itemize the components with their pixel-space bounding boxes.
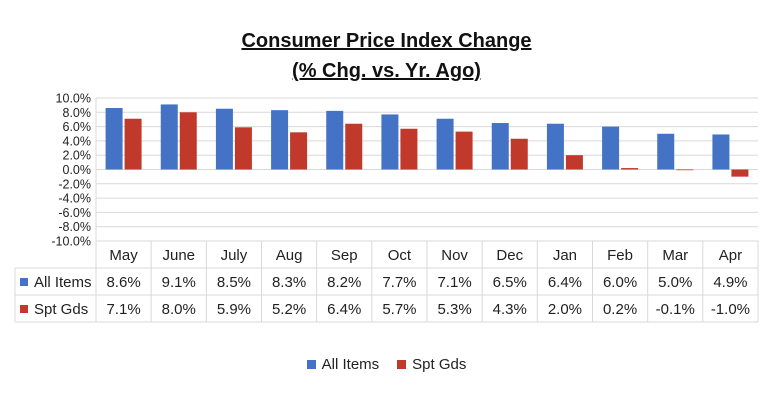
data-label: 5.0%	[658, 274, 692, 291]
y-tick-label: 2.0%	[63, 149, 92, 163]
bar-all-items	[215, 108, 233, 170]
legend-item-all-items: All Items	[306, 356, 380, 373]
x-tick-label: Mar	[662, 247, 688, 264]
data-label: 6.4%	[327, 301, 361, 318]
legend-swatch-all-items	[306, 360, 316, 369]
x-tick-label: Jan	[553, 247, 577, 264]
y-tick-label: 4.0%	[63, 134, 92, 148]
table-row-label: Spt Gds	[34, 301, 88, 318]
x-tick-label: Apr	[719, 247, 742, 264]
y-tick-label: -4.0%	[58, 192, 91, 206]
bar-spt-gds	[234, 127, 252, 170]
data-label: 0.2%	[603, 301, 637, 318]
x-tick-label: Nov	[441, 247, 468, 264]
chart-title: Consumer Price Index Change	[241, 30, 532, 52]
y-tick-label: -2.0%	[58, 177, 91, 191]
table-legend-key	[20, 305, 28, 313]
bar-spt-gds	[676, 169, 694, 171]
legend: All Items Spt Gds	[0, 356, 773, 373]
y-tick-label: 10.0%	[56, 92, 91, 106]
data-label: 4.3%	[493, 301, 527, 318]
data-label: 9.1%	[162, 274, 196, 291]
data-label: 6.5%	[493, 274, 527, 291]
bar-all-items	[271, 110, 289, 170]
data-label: 5.2%	[272, 301, 306, 318]
bar-all-items	[546, 123, 564, 170]
data-label: 7.7%	[382, 274, 416, 291]
x-tick-label: Oct	[388, 247, 412, 264]
bar-all-items	[602, 126, 620, 170]
x-tick-label: Sep	[331, 247, 358, 264]
data-label: 8.0%	[162, 301, 196, 318]
y-tick-label: -8.0%	[58, 220, 91, 234]
y-tick-label: -10.0%	[51, 235, 91, 249]
data-label: 5.3%	[437, 301, 471, 318]
y-tick-label: 6.0%	[63, 120, 92, 134]
bar-spt-gds	[400, 128, 418, 170]
y-tick-label: 8.0%	[63, 106, 92, 120]
x-tick-label: July	[221, 247, 248, 264]
bar-spt-gds	[124, 118, 142, 170]
bar-all-items	[657, 133, 675, 170]
legend-item-spt-gds: Spt Gds	[397, 356, 466, 373]
data-label: -1.0%	[711, 301, 750, 318]
x-tick-label: June	[162, 247, 195, 264]
bar-all-items	[491, 123, 509, 170]
bar-spt-gds	[290, 132, 308, 170]
legend-label-all-items: All Items	[321, 356, 380, 373]
data-label: 8.5%	[217, 274, 251, 291]
legend-label-spt-gds: Spt Gds	[412, 356, 467, 373]
data-label: 8.6%	[106, 274, 140, 291]
bar-spt-gds	[510, 138, 528, 170]
x-tick-label: Feb	[607, 247, 633, 264]
bar-spt-gds	[621, 168, 639, 170]
bar-spt-gds	[731, 169, 749, 177]
x-tick-label: Dec	[496, 247, 523, 264]
bar-all-items	[160, 104, 178, 170]
y-tick-label: -6.0%	[58, 206, 91, 220]
bar-all-items	[105, 108, 123, 170]
data-label: 5.9%	[217, 301, 251, 318]
data-label: 7.1%	[437, 274, 471, 291]
bar-spt-gds	[455, 131, 473, 170]
bar-all-items	[436, 118, 454, 170]
data-label: 7.1%	[106, 301, 140, 318]
bar-all-items	[381, 114, 399, 170]
bar-all-items	[326, 110, 344, 170]
x-tick-label: May	[109, 247, 138, 264]
chart-subtitle: (% Chg. vs. Yr. Ago)	[292, 60, 481, 82]
data-label: -0.1%	[656, 301, 695, 318]
data-label: 5.7%	[382, 301, 416, 318]
bar-spt-gds	[565, 155, 583, 170]
data-label: 8.2%	[327, 274, 361, 291]
data-label: 6.0%	[603, 274, 637, 291]
bar-spt-gds	[179, 112, 197, 170]
table-row-label: All Items	[34, 274, 92, 291]
data-label: 2.0%	[548, 301, 582, 318]
table-legend-key	[20, 278, 28, 286]
bar-spt-gds	[345, 123, 363, 170]
bar-all-items	[712, 134, 730, 170]
data-label: 8.3%	[272, 274, 306, 291]
x-tick-label: Aug	[276, 247, 303, 264]
y-tick-label: 0.0%	[63, 163, 92, 177]
data-label: 6.4%	[548, 274, 582, 291]
legend-swatch-spt-gds	[397, 360, 407, 369]
data-label: 4.9%	[713, 274, 747, 291]
